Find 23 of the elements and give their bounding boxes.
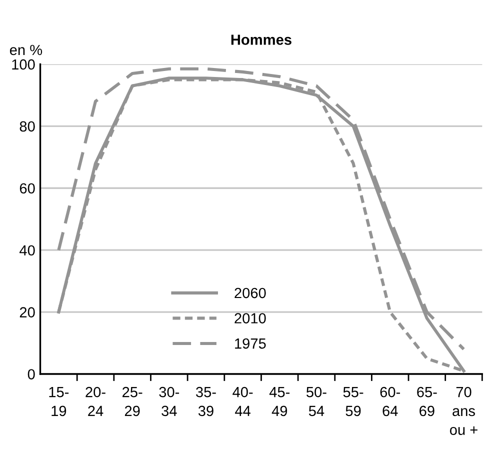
x-tick-label: 25- 29 [122,386,142,416]
x-tick-label: 20- 24 [86,386,106,416]
x-tick-label: 35- 39 [196,386,216,416]
x-tick-label: 60- 64 [380,386,400,416]
x-tick-label: 65- 69 [417,386,437,416]
legend-label: 2010 [234,313,266,324]
legend-label: 2060 [234,288,266,298]
legend-label: 1975 [235,338,266,349]
y-tick-label: 40 [20,245,35,256]
y-tick-label: 100 [12,59,35,70]
y-tick-label: 20 [20,307,35,318]
x-tick-label: 15- 19 [49,387,69,416]
y-axis-title: en % [10,44,42,56]
chart-title: Hommes [231,34,292,45]
y-tick-label: 0 [28,369,35,380]
y-tick-label: 80 [20,121,35,132]
x-tick-label: 45- 49 [269,387,290,416]
x-tick-label: 30- 34 [159,386,180,416]
x-tick-label: 55- 59 [343,387,364,416]
x-tick-label: 70 ans ou + [450,386,478,435]
x-tick-label: 50- 54 [306,386,326,416]
y-tick-label: 60 [20,183,35,194]
x-tick-label: 40- 44 [232,386,253,416]
